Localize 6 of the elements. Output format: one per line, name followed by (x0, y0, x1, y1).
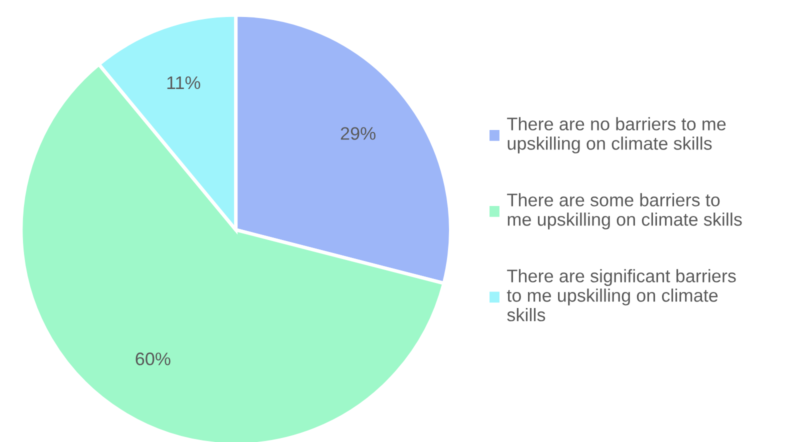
legend-label: There are some barriers to me upskilling on climate skills (507, 193, 742, 230)
legend-label: There are no barriers to me upskilling on climate skills (507, 117, 726, 154)
data-label: 60% (136, 352, 170, 366)
data-label: 11% (167, 76, 200, 90)
data-label: 29% (340, 127, 376, 140)
legend-label: There are significant barriers to me upskilling on climate skills (506, 269, 736, 322)
